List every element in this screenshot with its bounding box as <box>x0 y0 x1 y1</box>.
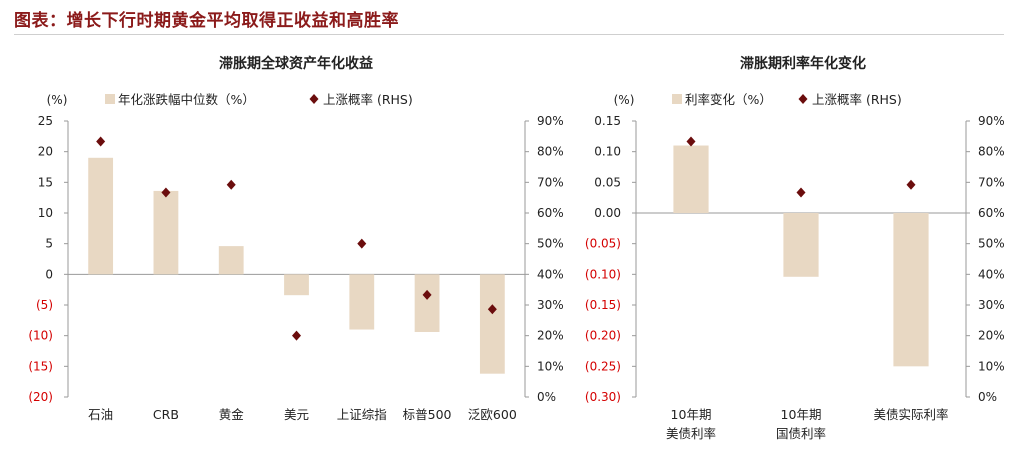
y2-tick-label: 80% <box>537 145 564 159</box>
chart-title: 滞胀期全球资产年化收益 <box>219 55 373 72</box>
legend-bar-label: 利率变化（%） <box>685 92 772 107</box>
probability-marker <box>422 289 432 300</box>
x-tick-label: 黄金 <box>219 407 245 422</box>
x-tick-label: CRB <box>153 407 179 422</box>
y2-tick-label: 70% <box>537 175 564 189</box>
y2-tick-label: 0% <box>537 390 556 404</box>
y-tick-label: (20) <box>28 390 53 404</box>
x-tick-label: 泛欧600 <box>468 407 517 422</box>
y-tick-label: 0 <box>45 267 53 281</box>
y2-tick-label: 10% <box>978 359 1005 373</box>
legend-marker-label: 上涨概率 (RHS) <box>812 92 902 107</box>
y2-tick-label: 0% <box>978 390 997 404</box>
y2-tick-label: 90% <box>978 114 1005 128</box>
title-divider <box>14 34 1004 35</box>
legend-marker-label: 上涨概率 (RHS) <box>323 92 413 107</box>
probability-marker <box>357 238 367 249</box>
bar <box>479 274 505 374</box>
y-tick-label: 5 <box>45 237 53 251</box>
x-tick-label: 美债实际利率 <box>873 407 948 422</box>
probability-marker <box>292 330 301 341</box>
y-tick-label: (0.10) <box>585 267 621 281</box>
chart-title: 滞胀期利率年化变化 <box>740 55 866 72</box>
bar <box>284 274 309 296</box>
bar <box>893 213 929 367</box>
probability-marker <box>686 136 696 147</box>
y-tick-label: 25 <box>38 114 53 128</box>
y-unit-label: (%) <box>614 93 635 107</box>
bar <box>218 246 244 275</box>
bar <box>414 274 440 332</box>
y-tick-label: (15) <box>28 359 53 373</box>
y-tick-label: 10 <box>38 206 53 220</box>
y-tick-label: (5) <box>36 298 53 312</box>
y2-tick-label: 60% <box>978 206 1005 220</box>
y2-tick-label: 30% <box>978 298 1005 312</box>
legend-bar-label: 年化涨跌幅中位数（%） <box>118 92 255 107</box>
y2-tick-label: 60% <box>537 206 564 220</box>
probability-marker <box>161 187 171 198</box>
y2-tick-label: 70% <box>978 175 1005 189</box>
y2-tick-label: 20% <box>978 329 1005 343</box>
probability-marker <box>226 179 236 190</box>
y2-tick-label: 50% <box>537 237 564 251</box>
x-tick-label: 10年期 <box>671 407 712 422</box>
x-tick-label: 美债利率 <box>666 426 716 441</box>
x-tick-label: 美元 <box>284 407 309 422</box>
x-tick-label: 标普500 <box>403 407 452 422</box>
bar <box>88 157 114 275</box>
legend-marker-swatch <box>798 94 808 104</box>
page-title: 图表：增长下行时期黄金平均取得正收益和高胜率 <box>14 11 399 31</box>
y-tick-label: (0.20) <box>585 329 621 343</box>
y2-tick-label: 20% <box>537 329 564 343</box>
probability-marker <box>96 136 106 147</box>
y-tick-label: 15 <box>38 175 53 189</box>
legend-bar-swatch <box>105 94 115 104</box>
y-tick-label: 0.00 <box>594 206 621 220</box>
x-tick-label: 国债利率 <box>776 426 826 441</box>
x-tick-label: 上证综指 <box>337 407 387 422</box>
y-tick-label: (0.30) <box>585 390 621 404</box>
y2-tick-label: 40% <box>978 267 1005 281</box>
y2-tick-label: 30% <box>537 298 564 312</box>
probability-marker <box>487 304 497 315</box>
y2-tick-label: 50% <box>978 237 1005 251</box>
y-tick-label: 0.05 <box>594 175 621 189</box>
y-tick-label: (10) <box>28 329 53 343</box>
probability-marker <box>796 187 806 198</box>
y-tick-label: 0.10 <box>594 145 621 159</box>
y-unit-label: (%) <box>47 93 68 107</box>
y2-tick-label: 40% <box>537 267 564 281</box>
y-tick-label: (0.25) <box>585 359 621 373</box>
y2-tick-label: 10% <box>537 359 564 373</box>
bar <box>673 145 709 213</box>
legend-marker-swatch <box>309 94 319 104</box>
x-tick-label: 石油 <box>88 407 113 422</box>
y2-tick-label: 80% <box>978 145 1005 159</box>
y-tick-label: (0.15) <box>585 298 621 312</box>
bar <box>153 190 179 275</box>
y2-tick-label: 90% <box>537 114 564 128</box>
probability-marker <box>906 179 916 190</box>
x-tick-label: 10年期 <box>781 407 822 422</box>
y-tick-label: 0.15 <box>594 114 621 128</box>
legend-bar-swatch <box>672 94 682 104</box>
bar <box>349 274 375 330</box>
bar <box>783 213 819 277</box>
y-tick-label: (0.05) <box>585 237 621 251</box>
y-tick-label: 20 <box>38 145 53 159</box>
